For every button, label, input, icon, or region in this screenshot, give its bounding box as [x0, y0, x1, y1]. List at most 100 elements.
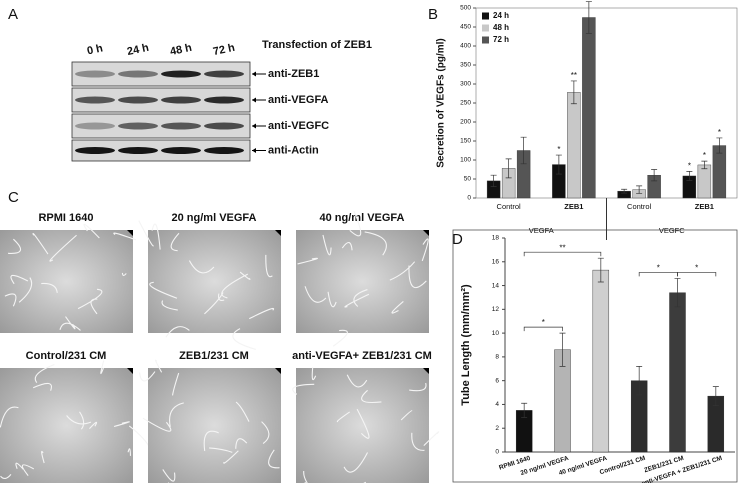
- y-tick-label: 0: [495, 449, 499, 456]
- error-bar: [636, 185, 643, 194]
- legend-label: 48 h: [493, 23, 509, 32]
- y-tick-label: 4: [495, 401, 499, 408]
- significance: *: [718, 128, 721, 137]
- legend-swatch: [482, 36, 489, 44]
- tube-network: [4, 223, 137, 331]
- y-tick-label: 14: [492, 282, 500, 289]
- blot-band: [118, 147, 158, 154]
- micrograph-title: ZEB1/231 CM: [179, 350, 249, 362]
- legend-label: 24 h: [493, 11, 509, 20]
- blot-band: [75, 122, 115, 130]
- antibody-label: anti-Actin: [268, 144, 319, 156]
- significance: *: [542, 318, 545, 327]
- error-bar: [585, 1, 592, 34]
- blot-band: [161, 122, 201, 130]
- legend-label: 72 h: [493, 35, 509, 44]
- error-bar: [716, 137, 723, 154]
- micrograph-title: RPMI 1640: [38, 212, 93, 224]
- error-bar: [686, 171, 693, 181]
- significance: *: [557, 145, 560, 154]
- x-tick-label: ZEB1: [564, 202, 583, 211]
- error-bar: [597, 257, 604, 283]
- corner: [127, 230, 133, 236]
- y-tick-label: 500: [460, 5, 471, 12]
- micrograph: [296, 230, 429, 333]
- tube-network: [297, 210, 429, 347]
- blot-band: [161, 147, 201, 154]
- significance: **: [571, 71, 577, 80]
- panel-label: B: [428, 6, 438, 23]
- blot-band: [75, 147, 115, 154]
- blot-band: [75, 70, 115, 78]
- group-label: VEGFC: [659, 226, 685, 235]
- blot-band: [204, 147, 244, 154]
- y-tick-label: 18: [492, 235, 500, 242]
- y-tick-label: 0: [467, 195, 471, 202]
- arrow-head: [252, 123, 256, 129]
- error-bar: [520, 136, 527, 165]
- error-bar: [621, 188, 628, 194]
- error-bar: [701, 160, 708, 170]
- corner: [127, 368, 133, 374]
- y-tick-label: 50: [464, 176, 472, 183]
- significance-bracket: [677, 272, 717, 277]
- y-tick-label: 10: [492, 330, 500, 337]
- lane-label: 72 h: [212, 42, 236, 58]
- blot-heading: Transfection of ZEB1: [262, 39, 372, 51]
- significance: *: [703, 151, 706, 160]
- blot-band: [75, 96, 115, 104]
- y-tick-label: 450: [460, 24, 471, 31]
- y-axis-title: Secretion of VEGFs (pg/ml): [436, 38, 447, 167]
- bar: [697, 164, 712, 199]
- significance: *: [688, 162, 691, 171]
- panel-label: A: [8, 6, 18, 23]
- micrograph-title: anti-VEGFA+ ZEB1/231 CM: [292, 350, 432, 362]
- micrograph-title: 20 ng/ml VEGFA: [172, 212, 257, 224]
- micrograph: [0, 368, 133, 483]
- y-tick-label: 100: [460, 157, 471, 164]
- corner: [275, 368, 281, 374]
- y-tick-label: 250: [460, 100, 471, 107]
- y-tick-label: 300: [460, 81, 471, 88]
- corner: [275, 230, 281, 236]
- error-bar: [490, 174, 497, 187]
- y-tick-label: 200: [460, 119, 471, 126]
- blot-band: [204, 122, 244, 130]
- error-bar: [521, 402, 528, 418]
- y-tick-label: 400: [460, 43, 471, 50]
- significance: **: [586, 0, 592, 1]
- blot-band: [118, 122, 158, 130]
- y-axis-title: Tube Length (mm/mm²): [460, 284, 472, 406]
- y-tick-label: 6: [495, 377, 499, 384]
- significance-bracket: [523, 251, 602, 257]
- y-tick-label: 8: [495, 354, 499, 361]
- corner: [423, 368, 429, 374]
- error-bar: [674, 278, 681, 308]
- lane-label: 48 h: [169, 42, 193, 58]
- error-bar: [505, 158, 512, 179]
- y-tick-label: 2: [495, 425, 499, 432]
- y-tick-label: 16: [492, 258, 500, 265]
- group-label: VEGFA: [529, 226, 554, 235]
- blot-band: [118, 70, 158, 78]
- significance: *: [657, 264, 660, 273]
- error-bar: [636, 366, 643, 396]
- micrograph: [148, 368, 281, 483]
- error-bar: [570, 80, 577, 105]
- error-bar: [559, 332, 566, 367]
- micrograph: [296, 368, 429, 483]
- legend-swatch: [482, 24, 489, 32]
- legend-swatch: [482, 12, 489, 20]
- x-tick-label: ZEB1: [695, 202, 714, 211]
- lane-label: 24 h: [126, 42, 150, 58]
- bar: [592, 269, 610, 453]
- blot-band: [161, 96, 201, 104]
- bar: [567, 92, 581, 199]
- significance-bracket: [638, 272, 678, 277]
- panel-frame: [452, 229, 738, 483]
- micrograph: [148, 230, 281, 333]
- error-bar: [555, 154, 562, 175]
- micrograph-title: Control/231 CM: [26, 350, 107, 362]
- lane-label: 0 h: [86, 42, 104, 57]
